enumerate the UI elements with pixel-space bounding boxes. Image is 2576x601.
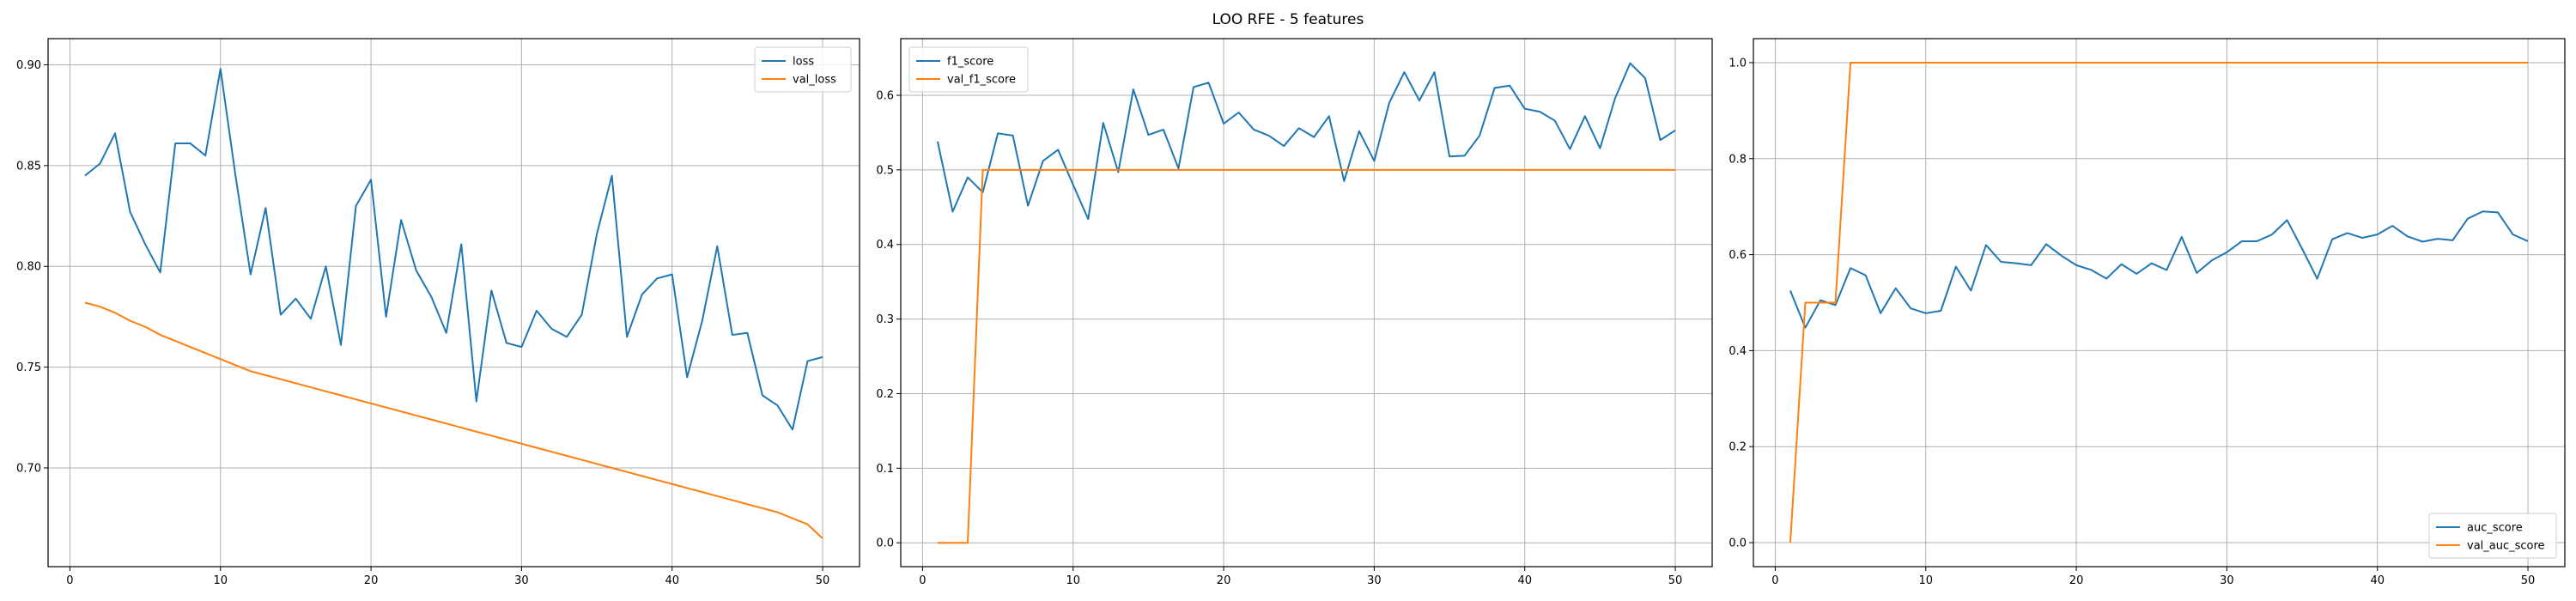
x-tick-label: 30	[514, 574, 529, 587]
subplot-3: 0 10 20 30 40 50 0.0 0.2 0.4 0.6 0.8 1.0 auc_scoreva…	[1728, 38, 2566, 587]
x-tick-label: 40	[2370, 574, 2385, 587]
x-tick-label: 0	[66, 574, 73, 587]
x-tick-label: 0	[919, 574, 926, 587]
axes-frame	[1753, 38, 2566, 568]
series-line-val_auc_score	[1789, 61, 2529, 543]
series-line-auc_score	[1789, 210, 2529, 329]
legend-label-val_loss: val_loss	[793, 74, 836, 87]
x-tick-label: 20	[2069, 574, 2084, 587]
subplots: 0 10 20 30 40 500.700.750.800.850.90 lossval_l…	[16, 38, 2566, 587]
y-tick-label: 0.4	[1728, 345, 1747, 358]
legend-box	[2428, 513, 2557, 559]
x-tick-label: 50	[2521, 574, 2536, 587]
legend: loss val_loss	[754, 46, 852, 93]
y-tick-label: 0.4	[876, 239, 894, 252]
legend-box	[908, 46, 1029, 93]
y-tick-label: 0.0	[1728, 537, 1747, 550]
legend-box	[754, 46, 852, 93]
x-tick-label: 20	[364, 574, 379, 587]
y-tick-label: 0.3	[876, 313, 894, 326]
y-tick-label: 0.8	[1728, 153, 1747, 166]
legend-label-val_auc_score: val_auc_score	[2467, 540, 2545, 553]
subplot-1: 0 10 20 30 40 50 0.70 0.75 0.80 0.85 0.90 loss val_l…	[16, 38, 860, 587]
legend: f1_score val_f1_score	[908, 46, 1029, 93]
y-tick-label: 0.90	[16, 59, 41, 72]
x-tick-label: 40	[1517, 574, 1532, 587]
x-tick-label: 50	[1668, 574, 1683, 587]
x-tick-label: 40	[665, 574, 679, 587]
y-tick-label: 0.2	[876, 388, 894, 401]
y-tick-label: 0.1	[876, 463, 894, 476]
axes-frame	[900, 38, 1713, 568]
x-tick-label: 30	[1367, 574, 1382, 587]
y-tick-label: 0.80	[16, 261, 41, 274]
series-line-f1_score	[936, 62, 1676, 221]
x-tick-label: 0	[1771, 574, 1778, 587]
legend-label-loss: loss	[793, 56, 814, 69]
y-tick-label: 0.6	[1728, 249, 1747, 262]
series-line-val_loss	[84, 301, 823, 539]
x-tick-label: 10	[213, 574, 228, 587]
y-tick-label: 1.0	[1728, 57, 1747, 70]
figure-title: LOO RFE - 5 features	[1212, 11, 1364, 28]
y-tick-label: 0.75	[16, 361, 41, 374]
subplot-2: 0 10 20 30 40 50 0.0 0.1 0.2 0.3 0.4 0.5 0.6 f1_score…	[876, 38, 1713, 587]
legend-label-auc_score: auc_score	[2467, 522, 2523, 535]
x-tick-label: 50	[816, 574, 830, 587]
x-tick-label: 30	[2220, 574, 2234, 587]
x-tick-label: 20	[1217, 574, 1231, 587]
y-tick-label: 0.85	[16, 160, 41, 173]
legend-label-f1_score: f1_score	[947, 56, 993, 69]
y-tick-label: 0.5	[876, 164, 894, 177]
series-line-val_f1_score	[937, 168, 1676, 544]
x-tick-label: 10	[1918, 574, 1933, 587]
y-tick-label: 0.2	[1728, 441, 1747, 454]
y-tick-label: 0.70	[16, 462, 41, 475]
x-tick-label: 10	[1066, 574, 1080, 587]
series-line-loss	[84, 68, 823, 431]
legend-label-val_f1_score: val_f1_score	[947, 74, 1016, 87]
legend: auc_score val_auc_score	[2428, 513, 2557, 559]
y-tick-label: 0.0	[876, 537, 894, 550]
y-tick-label: 0.6	[876, 90, 894, 103]
axes-frame	[47, 38, 860, 568]
